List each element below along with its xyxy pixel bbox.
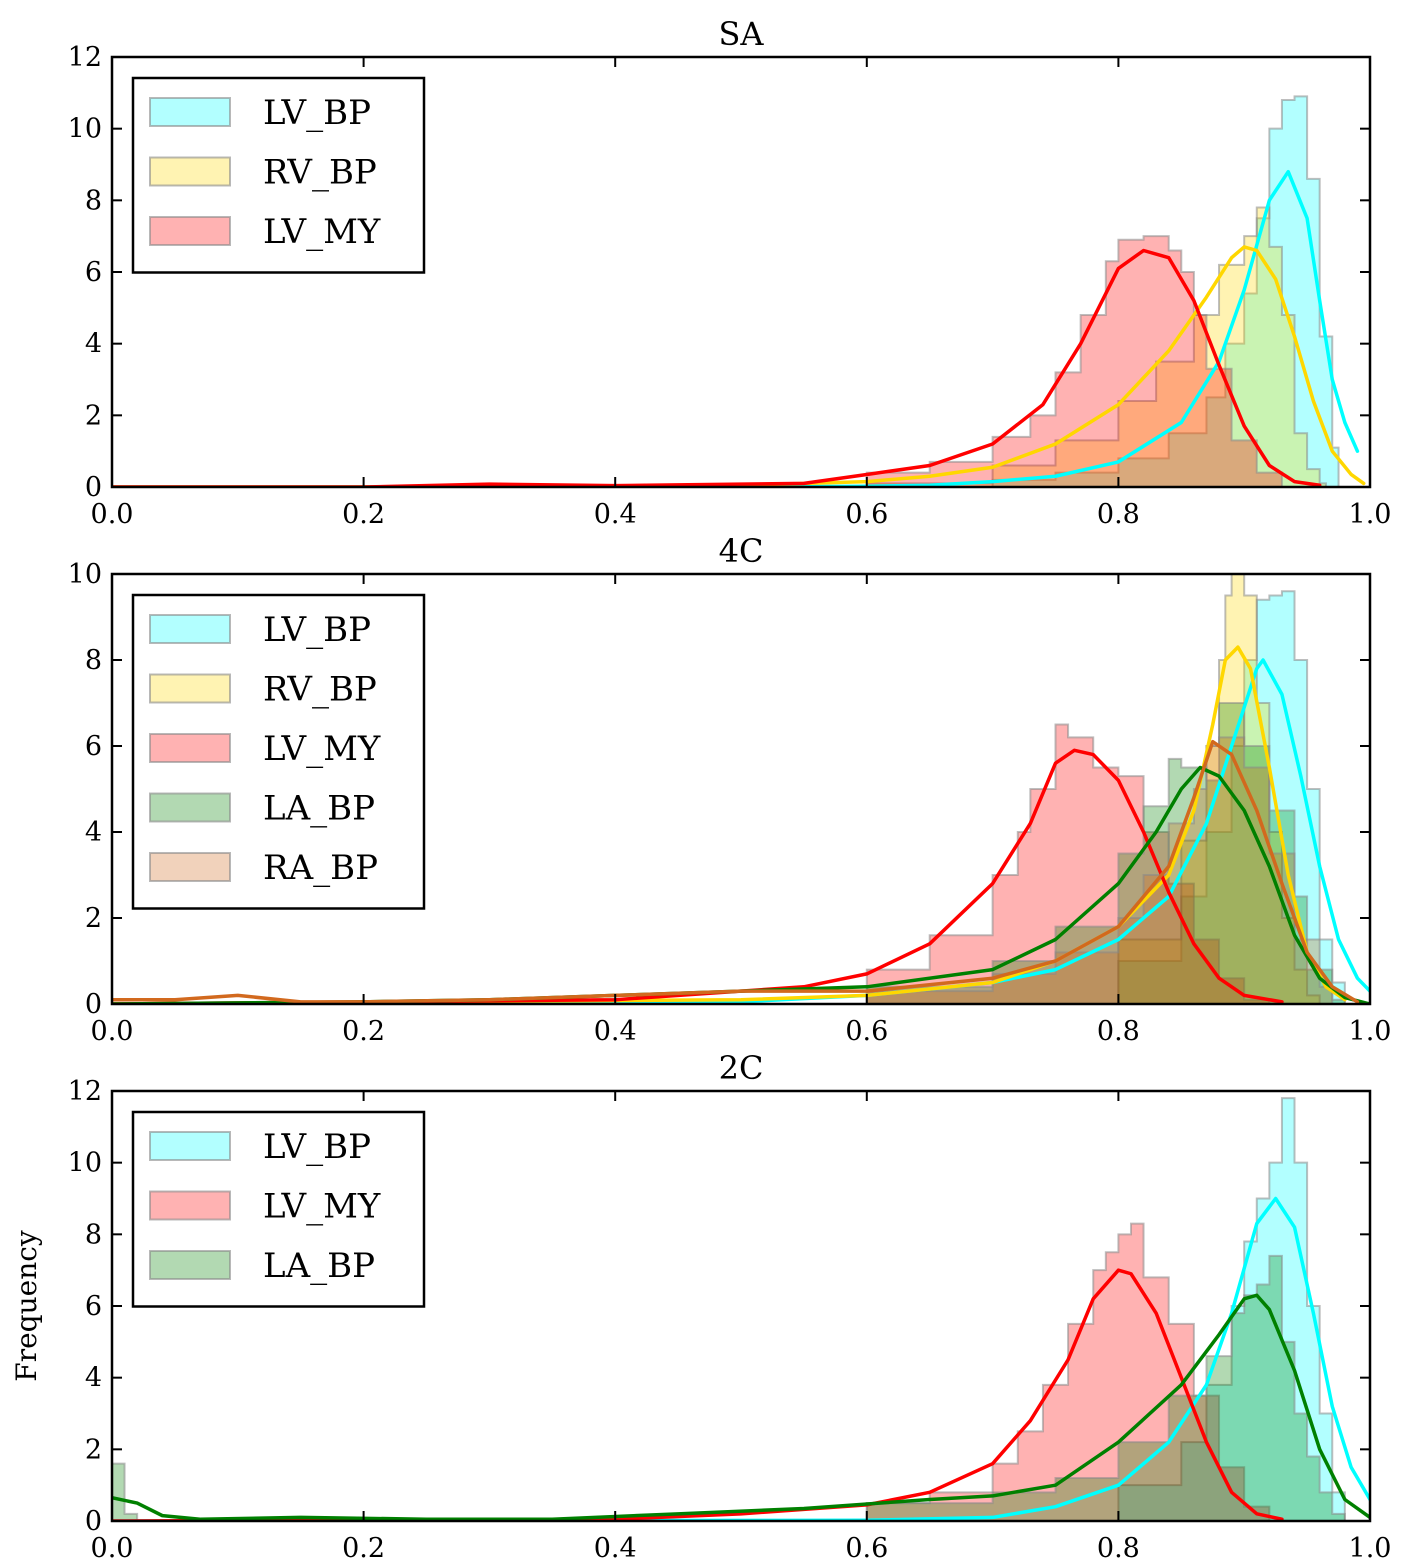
legend-swatch-ra-bp — [149, 852, 231, 882]
panel-title: SA — [718, 15, 764, 53]
x-tick-label: 1.0 — [1349, 1016, 1392, 1047]
y-tick-label: 8 — [85, 1219, 102, 1250]
legend-label: LV_BP — [263, 93, 371, 133]
legend-swatch-lv-bp — [149, 97, 231, 127]
legend-swatch-lv-my — [149, 733, 231, 763]
legend: LV_BP LV_MY LA_BP — [131, 1110, 426, 1308]
plot-area — [112, 574, 1370, 1004]
density-curve-rv-bp — [112, 645, 1347, 1004]
panel-2c: 0.0 0.2 0.4 0.6 0.8 1.0 0 2 4 6 8 10 12 2C Frequency LV… — [10, 1049, 1392, 1564]
legend: LV_BP RV_BP LV_MY LA_BP RA_BP — [131, 593, 426, 910]
x-tick-label: 0.0 — [91, 1533, 134, 1562]
legend-label: RV_BP — [263, 670, 377, 710]
x-tick-label: 0.0 — [91, 1016, 134, 1047]
density-curve-lv-my — [112, 748, 1284, 1004]
y-tick-label: 8 — [85, 185, 102, 216]
legend-box — [131, 76, 426, 274]
x-tick-label: 0.4 — [594, 1533, 637, 1562]
panel-title: 2C — [719, 1049, 764, 1087]
density-curve-lv-bp — [112, 1196, 1370, 1521]
legend-swatch-rv-bp — [149, 673, 231, 704]
x-tick-label: 1.0 — [1349, 499, 1392, 530]
legend-swatch-la-bp — [149, 792, 231, 823]
y-tick-label: 6 — [85, 731, 102, 762]
plot-area — [112, 1097, 1370, 1521]
legend-swatch-rv-bp — [149, 156, 231, 187]
y-tick-label: 4 — [85, 329, 102, 360]
y-tick-label: 12 — [68, 42, 102, 73]
y-tick-label: 2 — [85, 903, 102, 934]
x-tick-label: 0.2 — [342, 1533, 385, 1562]
plot-area — [112, 95, 1366, 487]
legend-swatch-la-bp — [149, 1250, 231, 1280]
legend-box — [131, 593, 426, 910]
legend-label: RV_BP — [263, 153, 377, 193]
legend-label: LA_BP — [263, 789, 375, 829]
y-tick-label: 0 — [85, 989, 102, 1020]
axes-frame — [110, 572, 1372, 1006]
y-tick-label: 0 — [85, 472, 102, 503]
legend-label: LV_MY — [263, 1187, 381, 1227]
panel-4c: 0.0 0.2 0.4 0.6 0.8 1.002468104CLV_BPRV_BPLV_… — [68, 532, 1392, 1047]
legend-box — [131, 1110, 426, 1308]
legend-label: LV_MY — [263, 729, 381, 769]
y-tick-label: 4 — [85, 817, 102, 848]
legend: LV_BP RV_BP LV_MY — [131, 76, 426, 274]
x-tick-label: 0.8 — [1097, 1016, 1140, 1047]
y-tick-label: 6 — [85, 1291, 102, 1322]
x-tick-label: 0.8 — [1097, 499, 1140, 530]
y-tick-label: 2 — [85, 400, 102, 431]
y-tick-label: 8 — [85, 645, 102, 676]
x-tick-label: 0.6 — [845, 499, 888, 530]
x-tick-label: 0.0 — [91, 499, 134, 530]
density-curve-lv-my — [112, 248, 1322, 487]
legend-swatch-lv-my — [149, 216, 231, 246]
x-tick-label: 0.4 — [594, 499, 637, 530]
y-tick-label: 10 — [68, 559, 102, 590]
y-tick-label: 6 — [85, 257, 102, 288]
legend-label: LV_BP — [263, 1127, 371, 1167]
x-tick-label: 0.2 — [342, 1016, 385, 1047]
density-curve-ra-bp — [112, 739, 1360, 1004]
x-tick-label: 1.0 — [1349, 1533, 1392, 1562]
y-tick-label: 4 — [85, 1363, 102, 1394]
legend-label: RA_BP — [263, 848, 378, 888]
histogram-lv-my — [865, 1222, 1271, 1521]
panel-title: 4C — [719, 532, 764, 570]
y-tick-label: 10 — [68, 1148, 102, 1179]
y-axis-label: Frequency — [10, 1230, 43, 1382]
legend-swatch-lv-bp — [149, 614, 231, 644]
x-tick-label: 0.6 — [845, 1533, 888, 1562]
x-tick-label: 0.4 — [594, 1016, 637, 1047]
histogram-rv-bp — [865, 206, 1327, 487]
y-tick-label: 10 — [68, 114, 102, 145]
x-tick-label: 0.2 — [342, 499, 385, 530]
y-tick-label: 2 — [85, 1434, 102, 1465]
x-tick-label: 0.6 — [845, 1016, 888, 1047]
density-curve-la-bp — [112, 1293, 1370, 1521]
legend-swatch-lv-my — [149, 1190, 231, 1221]
y-tick-label: 12 — [68, 1076, 102, 1107]
legend-label: LV_BP — [263, 610, 371, 650]
legend-label: LA_BP — [263, 1246, 375, 1286]
x-tick-label: 0.8 — [1097, 1533, 1140, 1562]
legend-swatch-lv-bp — [149, 1131, 231, 1161]
legend-label: LV_MY — [263, 212, 381, 252]
y-tick-label: 0 — [85, 1506, 102, 1537]
panel-sa: 0.0 0.2 0.4 0.6 0.8 1.0024681012SALV_BPRV_BPL… — [68, 15, 1392, 530]
